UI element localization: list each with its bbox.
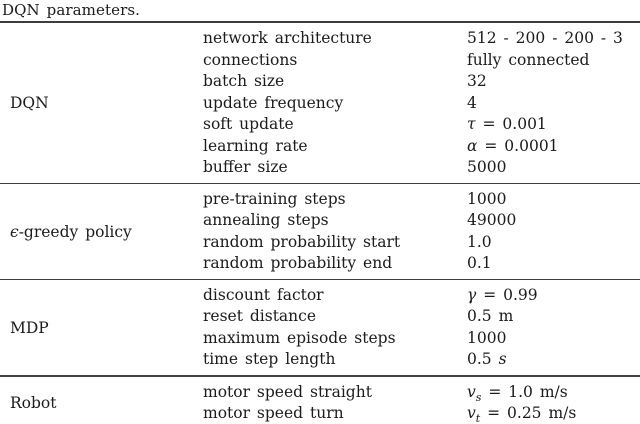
- param-name: pre-training steps: [203, 189, 346, 208]
- param-value: 1000: [467, 189, 640, 211]
- param-name: connections: [203, 50, 298, 69]
- param-name: batch size: [203, 72, 285, 90]
- param-value-segment: 1.0: [467, 232, 492, 251]
- rows-greedy-policy: pre-training steps 1000 annealing steps 490…: [203, 189, 640, 275]
- param-value-segment: = 1.0 m/s: [481, 382, 568, 401]
- table-body: DQN network architecture 512 - 200 - 200 -…: [0, 21, 640, 424]
- param-value-segment: = 0.25 m/s: [480, 404, 577, 422]
- param-value-segment: α: [467, 136, 478, 155]
- param-value-segment: t: [475, 412, 481, 424]
- group-label-mdp: MDP: [0, 285, 203, 371]
- param-value: 1.0: [467, 232, 640, 254]
- param-value-segment: 0.5: [467, 350, 499, 368]
- param-value: 0.1: [467, 253, 640, 275]
- rows-mdp: discount factor γ = 0.99 reset distance 0.5…: [203, 285, 640, 371]
- group-label-greedy-policy: ϵ -greedy policy: [0, 189, 203, 275]
- param-value-segment: = 0.001: [475, 115, 547, 133]
- param-value-segment: fully connected: [467, 50, 590, 69]
- param-value-segment: 49000: [467, 211, 517, 229]
- table-row: learning rate α = 0.0001: [203, 136, 640, 158]
- param-value-segment: 4: [467, 93, 477, 112]
- table-row: motor speed straight vs = 1.0 m/s: [203, 382, 640, 404]
- param-value-segment: = 0.99: [476, 285, 538, 304]
- param-value-segment: γ: [467, 285, 477, 304]
- table-row: reset distance 0.5 m: [203, 306, 640, 328]
- table-row: buffer size 5000: [203, 157, 640, 179]
- param-name: motor speed straight: [203, 382, 372, 401]
- group-label-robot: Robot: [0, 382, 203, 424]
- param-value: vt = 0.25 m/s: [467, 403, 640, 424]
- param-value: 512 - 200 - 200 - 3: [467, 28, 640, 50]
- param-value: 5000: [467, 157, 640, 179]
- param-value-segment: 32: [467, 72, 487, 90]
- param-value: 0.5 s: [467, 349, 640, 371]
- param-value: 32: [467, 71, 640, 93]
- param-name: maximum episode steps: [203, 328, 396, 347]
- param-value-segment: s: [475, 390, 482, 404]
- param-value-segment: 5000: [467, 158, 507, 176]
- param-value: 1000: [467, 328, 640, 350]
- group-label-dqn: DQN: [0, 28, 203, 179]
- group-label-segment: DQN: [10, 94, 49, 113]
- table-row: random probability start 1.0: [203, 232, 640, 254]
- table-row: batch size 32: [203, 71, 640, 93]
- param-value: α = 0.0001: [467, 136, 640, 158]
- table-row: random probability end 0.1: [203, 253, 640, 275]
- param-value: 49000: [467, 210, 640, 232]
- param-name: buffer size: [203, 158, 288, 176]
- table-row: motor speed turn vt = 0.25 m/s: [203, 403, 640, 424]
- param-name: time step length: [203, 350, 336, 368]
- section-dqn: DQN network architecture 512 - 200 - 200 -…: [0, 23, 640, 184]
- param-name: reset distance: [203, 307, 317, 325]
- param-value: τ = 0.001: [467, 114, 640, 136]
- param-value: 4: [467, 93, 640, 115]
- param-value: γ = 0.99: [467, 285, 640, 307]
- param-name: discount factor: [203, 285, 324, 304]
- param-value-segment: = 0.0001: [477, 136, 559, 155]
- section-mdp: MDP discount factor γ = 0.99 reset distance…: [0, 280, 640, 377]
- param-name: annealing steps: [203, 211, 329, 229]
- table-row: annealing steps 49000: [203, 210, 640, 232]
- rows-robot: motor speed straight vs = 1.0 m/s motor sp…: [203, 382, 640, 424]
- param-value-segment: s: [498, 350, 507, 368]
- group-label-segment: MDP: [10, 318, 49, 337]
- table-row: update frequency 4: [203, 93, 640, 115]
- table-row: discount factor γ = 0.99: [203, 285, 640, 307]
- group-label-segment: Robot: [10, 394, 57, 412]
- param-name: learning rate: [203, 136, 308, 155]
- param-value-segment: v: [467, 382, 476, 401]
- table-row: connections fully connected: [203, 50, 640, 72]
- table-row: network architecture 512 - 200 - 200 - 3: [203, 28, 640, 50]
- param-value: 0.5 m: [467, 306, 640, 328]
- param-value-segment: 0.1: [467, 254, 492, 272]
- group-label-segment: -greedy policy: [18, 222, 132, 241]
- param-name: random probability start: [203, 232, 401, 251]
- param-value-segment: 1000: [467, 189, 507, 208]
- rows-dqn: network architecture 512 - 200 - 200 - 3 c…: [203, 28, 640, 179]
- param-value-segment: 1000: [467, 328, 507, 347]
- param-value: vs = 1.0 m/s: [467, 382, 640, 404]
- table-row: pre-training steps 1000: [203, 189, 640, 211]
- param-value-segment: 0.5 m: [467, 307, 514, 325]
- param-value-segment: v: [467, 404, 476, 422]
- param-value-segment: τ: [467, 115, 476, 133]
- section-robot: Robot motor speed straight vs = 1.0 m/s mot…: [0, 377, 640, 424]
- param-name: soft update: [203, 115, 294, 133]
- param-name: random probability end: [203, 254, 393, 272]
- table-row: soft update τ = 0.001: [203, 114, 640, 136]
- group-label-segment: ϵ: [10, 222, 19, 241]
- section-greedy-policy: ϵ -greedy policy pre-training steps 1000 ann…: [0, 184, 640, 280]
- table-row: time step length 0.5 s: [203, 349, 640, 371]
- table-row: maximum episode steps 1000: [203, 328, 640, 350]
- param-name: network architecture: [203, 29, 372, 47]
- param-name: update frequency: [203, 93, 344, 112]
- param-value-segment: 512 - 200 - 200 - 3: [467, 29, 623, 47]
- param-name: motor speed turn: [203, 404, 344, 422]
- param-value: fully connected: [467, 50, 640, 72]
- table-caption: DQN parameters.: [2, 1, 141, 19]
